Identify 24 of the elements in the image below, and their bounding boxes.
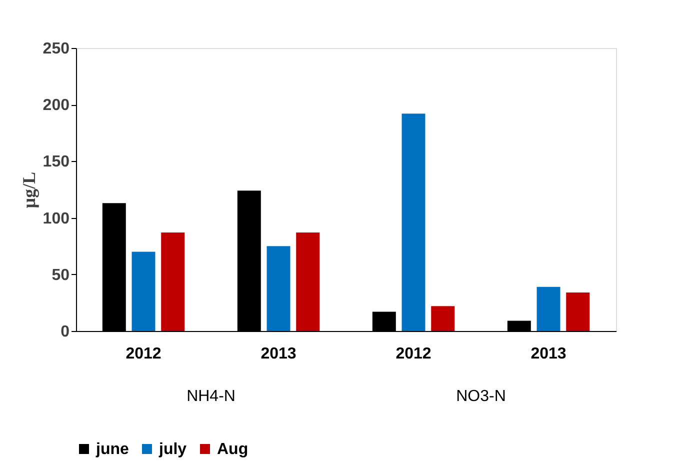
bar xyxy=(161,232,185,331)
bar xyxy=(132,252,156,331)
y-tick-label: 250 xyxy=(42,40,70,58)
y-axis-title: µg/L xyxy=(18,172,39,208)
legend-label: Aug xyxy=(217,441,248,458)
bar xyxy=(402,114,426,331)
x-tick-label: 2012 xyxy=(396,346,432,362)
y-tick-label: 200 xyxy=(42,97,70,114)
bar xyxy=(536,286,560,331)
y-tick-label: 50 xyxy=(52,266,70,284)
legend-label: june xyxy=(95,441,129,458)
x-tick-label: 2013 xyxy=(260,346,296,362)
y-tick-label: 150 xyxy=(42,154,70,171)
y-tick-label: 0 xyxy=(60,324,70,340)
y-tick-label: 100 xyxy=(42,210,70,228)
bar xyxy=(431,306,455,331)
text: NO3-N xyxy=(456,388,506,405)
bar xyxy=(296,232,320,331)
legend-label: july xyxy=(158,441,187,458)
bar xyxy=(266,246,290,331)
x-tick-label: 2012 xyxy=(126,346,162,362)
x-tick-label: 2013 xyxy=(530,346,566,362)
text: NH4-N xyxy=(186,388,236,405)
bar xyxy=(566,292,590,331)
